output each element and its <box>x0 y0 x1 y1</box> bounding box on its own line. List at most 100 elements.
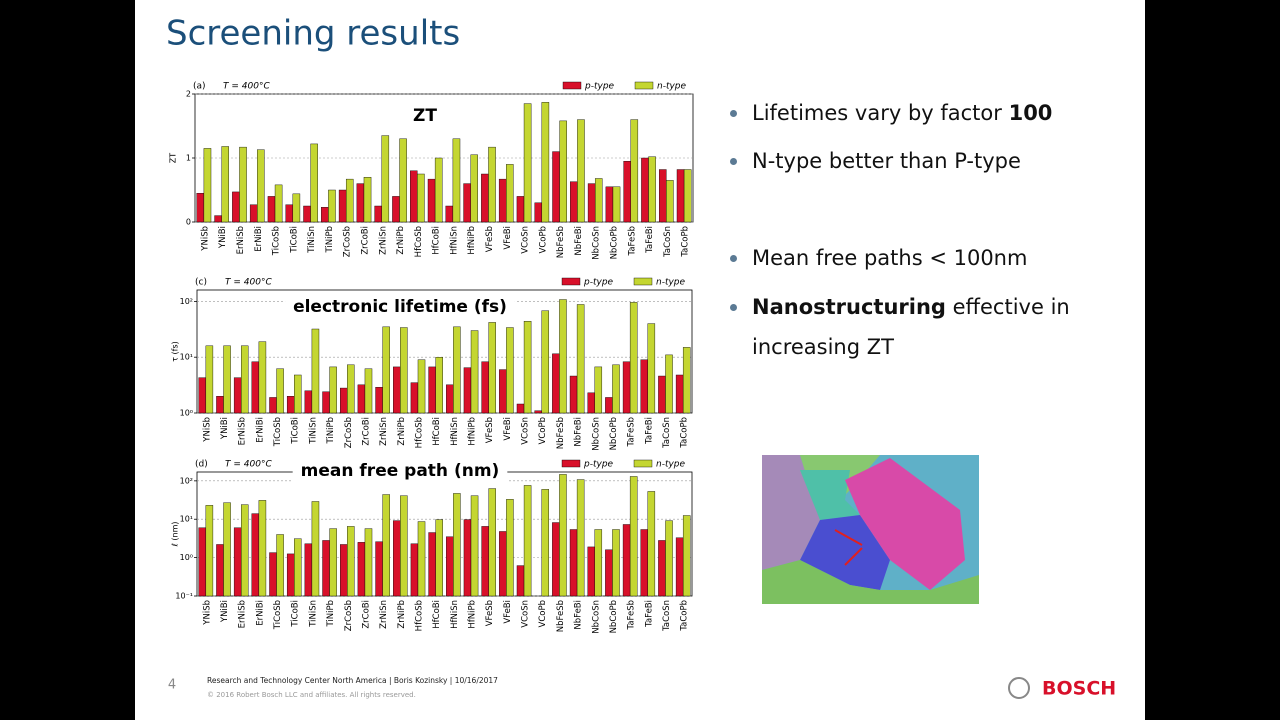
x-tick-label: ZrCoSb <box>344 600 354 631</box>
x-tick-label: VFeBi <box>503 600 513 624</box>
bar <box>506 499 514 597</box>
bar <box>453 493 461 597</box>
bar <box>630 119 639 223</box>
bar <box>269 552 277 597</box>
bar <box>310 143 318 223</box>
x-tick-label: TaFeBi <box>644 600 654 628</box>
bar <box>364 368 373 414</box>
x-tick-label: TiCoBi <box>291 600 301 628</box>
bar <box>374 205 382 223</box>
bar <box>641 157 649 223</box>
x-tick-label: ZrCoBi <box>361 417 371 446</box>
bar <box>400 327 408 414</box>
bar <box>605 549 613 597</box>
legend-swatch <box>561 277 581 286</box>
bar <box>498 178 507 223</box>
bar <box>516 403 525 414</box>
y-axis-label: τ (fs) <box>171 341 180 362</box>
bar <box>499 369 507 414</box>
x-tick-label: TaCoPb <box>681 226 691 258</box>
x-tick-label: NbCoSn <box>591 600 601 634</box>
bullet: Nanostructuring effective in increasing … <box>730 287 1112 367</box>
bar <box>428 366 436 414</box>
legend-label: n-type <box>657 82 687 92</box>
bar <box>435 519 443 597</box>
bar <box>488 488 496 597</box>
bar <box>214 215 222 223</box>
bar <box>258 341 267 414</box>
x-tick-label: VCoSn <box>521 600 531 628</box>
annotation: T = 400°C <box>223 82 270 92</box>
bullet: Lifetimes vary by factor 100 <box>730 93 1112 133</box>
bar <box>682 515 691 597</box>
bar <box>523 485 532 597</box>
bar <box>196 192 205 223</box>
bar <box>523 321 532 414</box>
x-tick-label: HfNiSn <box>449 226 459 255</box>
bullet-text: effective in increasing ZT <box>752 295 1070 359</box>
x-tick-label: TiNiPb <box>325 226 335 254</box>
micrograph <box>762 455 979 604</box>
bar <box>506 327 514 414</box>
bar <box>612 186 621 223</box>
x-tick-label: YNiSb <box>202 600 212 626</box>
bullet-dot <box>730 158 737 165</box>
panel-label: (d) <box>195 460 208 470</box>
x-tick-label: VCoPb <box>538 226 548 253</box>
y-tick-label: 0 <box>186 218 191 227</box>
bar <box>463 519 472 597</box>
bar <box>516 196 525 223</box>
legend-label: p-type <box>584 82 615 92</box>
bar <box>665 354 673 414</box>
bar <box>541 489 550 597</box>
bar <box>640 529 649 597</box>
bar <box>356 183 365 223</box>
x-tick-label: TaCoSn <box>662 600 672 632</box>
x-tick-label: TiNiPb <box>326 600 336 628</box>
bar <box>435 356 443 414</box>
bar <box>499 531 507 597</box>
bar <box>569 529 578 597</box>
bar <box>577 119 585 223</box>
bar <box>648 156 656 223</box>
bar <box>239 146 247 223</box>
grain <box>800 470 860 520</box>
bar <box>605 186 614 223</box>
x-tick-label: ZrCoBi <box>360 226 370 255</box>
x-tick-label: TaCoPb <box>680 600 690 632</box>
bar <box>647 323 656 414</box>
logo-icon <box>1008 677 1030 699</box>
slide-title: Screening results <box>166 14 460 54</box>
legend-label: n-type <box>656 460 686 470</box>
bar <box>347 364 355 414</box>
bar <box>470 154 478 223</box>
bar <box>375 386 383 414</box>
x-tick-label: NbFeBi <box>574 600 584 630</box>
bar <box>559 120 567 223</box>
bar <box>470 330 479 414</box>
y-tick-label: 2 <box>186 90 191 99</box>
legend-label: n-type <box>656 278 686 288</box>
x-tick-label: TiNiSn <box>308 417 318 445</box>
bar <box>629 302 638 414</box>
x-tick-label: HfNiPb <box>468 417 478 446</box>
bar <box>647 491 656 597</box>
bar <box>488 146 496 223</box>
bar <box>587 183 596 223</box>
x-tick-label: NbFeBi <box>574 417 584 447</box>
x-tick-label: TaCoSn <box>663 226 673 258</box>
bullet-dot <box>730 255 737 262</box>
bar <box>232 191 240 223</box>
x-tick-label: TaFeBi <box>644 417 654 445</box>
x-tick-label: NbFeBi <box>574 226 584 256</box>
bar <box>240 504 249 597</box>
bar <box>345 178 354 223</box>
y-tick-label: 10⁻¹ <box>175 592 193 601</box>
bar <box>304 543 313 597</box>
bullet-text: N-type better than P-type <box>752 149 1021 173</box>
x-tick-label: ErNiBi <box>255 600 265 626</box>
x-tick-label: YNiBi <box>218 226 228 249</box>
bar <box>445 205 454 223</box>
x-tick-label: HfNiPb <box>468 600 478 629</box>
bar <box>216 544 224 597</box>
